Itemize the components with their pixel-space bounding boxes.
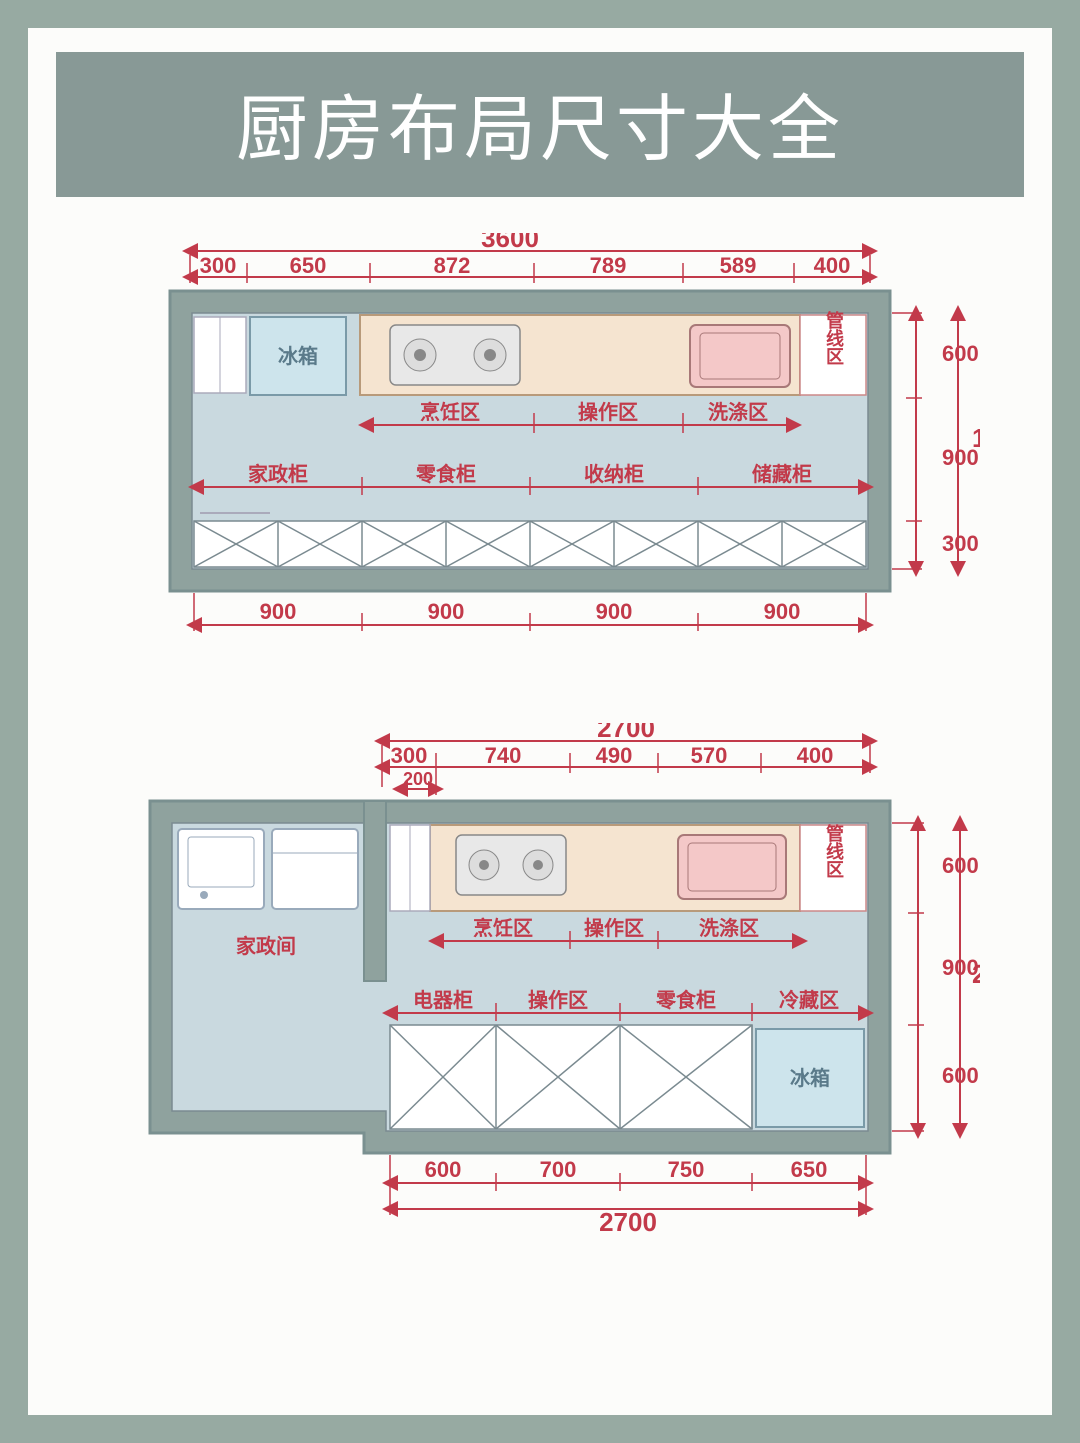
- svg-text:400: 400: [814, 253, 851, 278]
- plan2-top-dims: 300 740 490 570 400 200: [382, 743, 870, 795]
- svg-text:家政柜: 家政柜: [248, 462, 308, 486]
- svg-text:589: 589: [720, 253, 757, 278]
- svg-text:300: 300: [200, 253, 237, 278]
- svg-text:700: 700: [540, 1157, 577, 1182]
- svg-text:490: 490: [596, 743, 633, 768]
- svg-text:冷藏区: 冷藏区: [779, 988, 839, 1012]
- svg-text:操作区: 操作区: [528, 988, 588, 1012]
- svg-text:200: 200: [403, 769, 433, 789]
- svg-text:300: 300: [942, 531, 979, 556]
- title: 厨房布局尺寸大全: [56, 52, 1024, 197]
- svg-text:操作区: 操作区: [584, 916, 644, 940]
- svg-text:管线区: 管线区: [824, 310, 844, 365]
- svg-text:740: 740: [485, 743, 522, 768]
- plan1-right-dims: 600 900 300 1800: [892, 313, 980, 569]
- svg-text:电器柜: 电器柜: [413, 989, 473, 1012]
- svg-text:冰箱: 冰箱: [278, 344, 318, 368]
- svg-text:零食柜: 零食柜: [415, 462, 476, 486]
- svg-text:2700: 2700: [597, 723, 655, 743]
- svg-text:洗涤区: 洗涤区: [708, 400, 768, 424]
- svg-text:400: 400: [797, 743, 834, 768]
- svg-text:烹饪区: 烹饪区: [473, 916, 533, 940]
- plan2-right-dims: 600 900 600 2100: [892, 823, 980, 1131]
- svg-text:收纳柜: 收纳柜: [584, 462, 644, 486]
- svg-text:900: 900: [260, 599, 297, 624]
- svg-text:1800: 1800: [972, 423, 980, 453]
- svg-text:烹饪区: 烹饪区: [420, 400, 480, 424]
- svg-text:冰箱: 冰箱: [790, 1066, 830, 1090]
- svg-text:管线区: 管线区: [824, 823, 844, 878]
- svg-text:洗涤区: 洗涤区: [699, 916, 759, 940]
- svg-text:2700: 2700: [599, 1207, 657, 1237]
- svg-text:2100: 2100: [972, 959, 980, 989]
- svg-text:789: 789: [590, 253, 627, 278]
- plan1-top-dims: 300 650 872 789 589 400: [190, 253, 870, 283]
- svg-text:900: 900: [428, 599, 465, 624]
- plan2-bottom-cabinets: 冰箱: [390, 1025, 864, 1129]
- svg-text:600: 600: [425, 1157, 462, 1182]
- svg-text:储藏柜: 储藏柜: [752, 462, 812, 486]
- svg-text:750: 750: [668, 1157, 705, 1182]
- svg-text:零食柜: 零食柜: [655, 988, 716, 1012]
- svg-text:家政间: 家政间: [236, 934, 296, 958]
- plan2-bottom-dims: 600 700 750 650 2700: [390, 1155, 866, 1237]
- svg-text:872: 872: [434, 253, 471, 278]
- floorplan-2: 2700 300 740 490 570 400 200: [100, 723, 980, 1243]
- svg-text:操作区: 操作区: [578, 400, 638, 424]
- svg-text:900: 900: [764, 599, 801, 624]
- floorplan-1: 3600 300 650 872 789 589 400 管线区 冰箱: [100, 233, 980, 653]
- svg-text:900: 900: [596, 599, 633, 624]
- dim-total-w: 3600: [481, 233, 539, 253]
- svg-text:570: 570: [691, 743, 728, 768]
- svg-text:600: 600: [942, 341, 979, 366]
- svg-text:650: 650: [290, 253, 327, 278]
- svg-text:650: 650: [791, 1157, 828, 1182]
- svg-text:300: 300: [391, 743, 428, 768]
- plan1-bottom-dims: 900 900 900 900: [194, 593, 866, 631]
- plan1-bottom-cabinets: [194, 513, 866, 567]
